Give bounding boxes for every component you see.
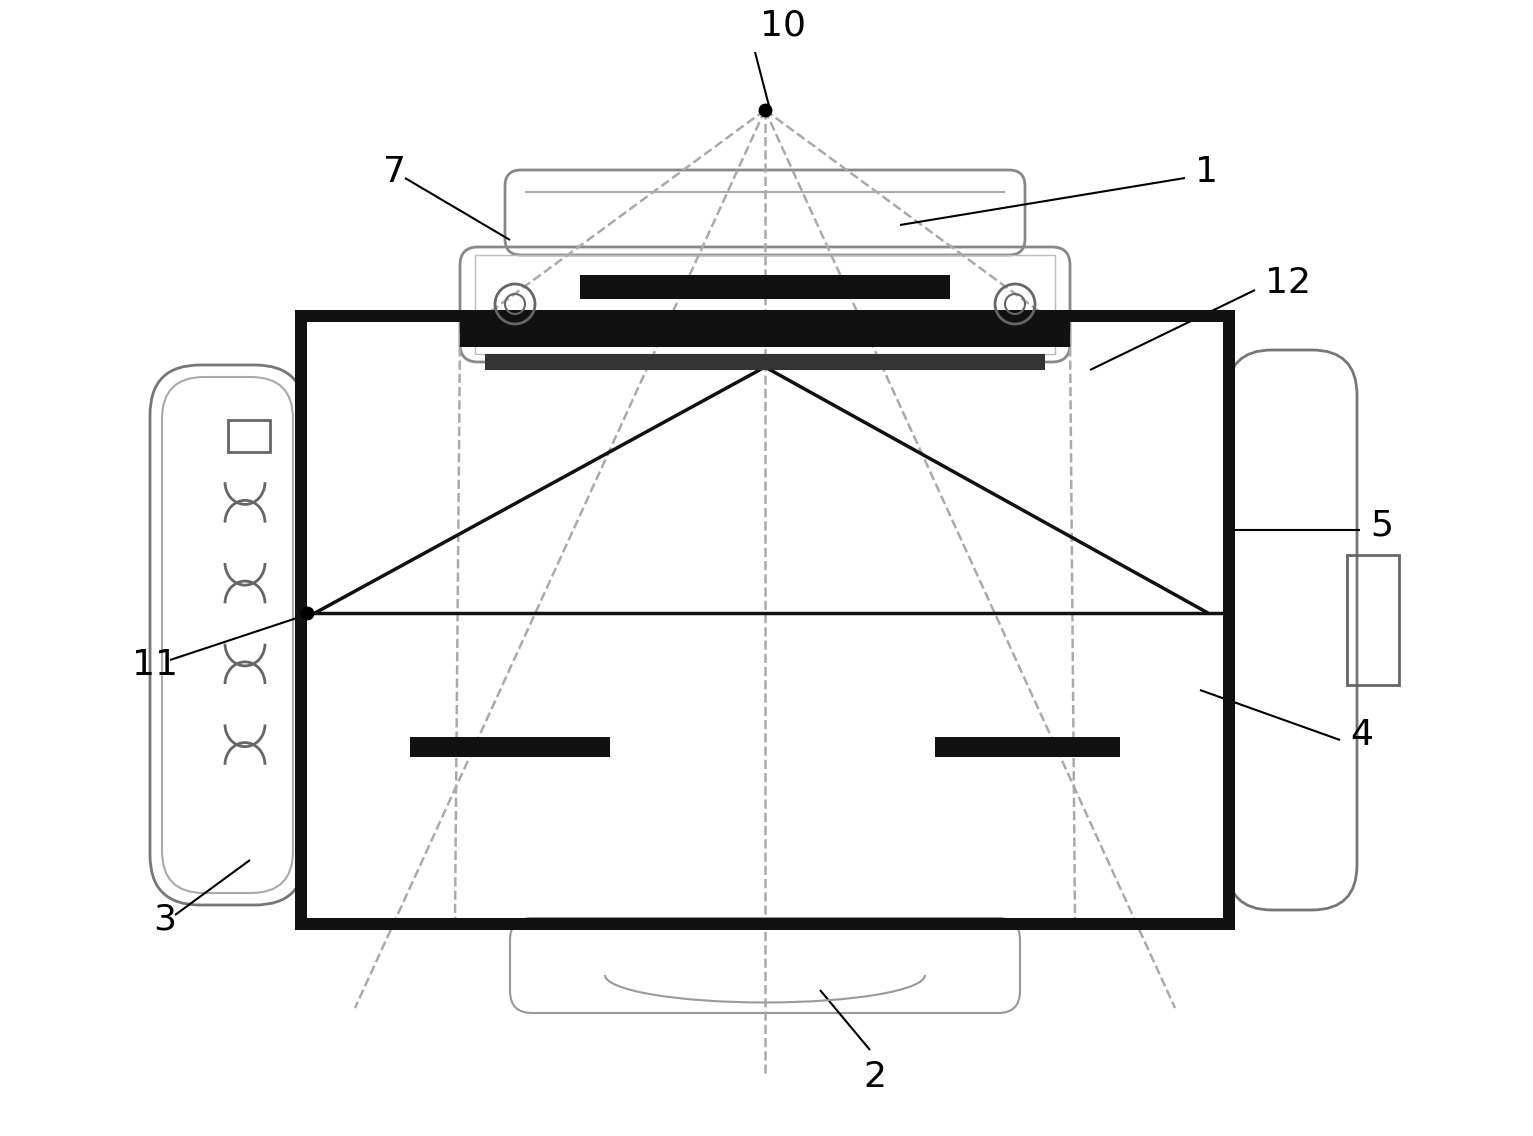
Text: 12: 12: [1265, 266, 1311, 300]
Bar: [1223, 310, 1236, 930]
Bar: [307, 918, 428, 930]
Text: 10: 10: [760, 8, 806, 42]
Bar: [475, 254, 1055, 354]
Bar: [973, 918, 1223, 930]
Bar: [228, 420, 270, 452]
Text: 1: 1: [1196, 154, 1219, 189]
Bar: [935, 737, 1121, 757]
Text: 11: 11: [132, 648, 178, 682]
Bar: [409, 737, 610, 757]
Bar: [484, 354, 1046, 370]
Bar: [294, 918, 1236, 930]
Bar: [579, 275, 950, 299]
Bar: [1348, 556, 1400, 685]
Text: 3: 3: [153, 903, 176, 937]
Text: 4: 4: [1351, 718, 1374, 752]
Text: 5: 5: [1371, 508, 1393, 542]
Text: 2: 2: [863, 1060, 886, 1094]
Bar: [460, 321, 1070, 346]
Bar: [294, 310, 307, 930]
Text: 7: 7: [383, 154, 406, 189]
Bar: [294, 310, 1236, 321]
